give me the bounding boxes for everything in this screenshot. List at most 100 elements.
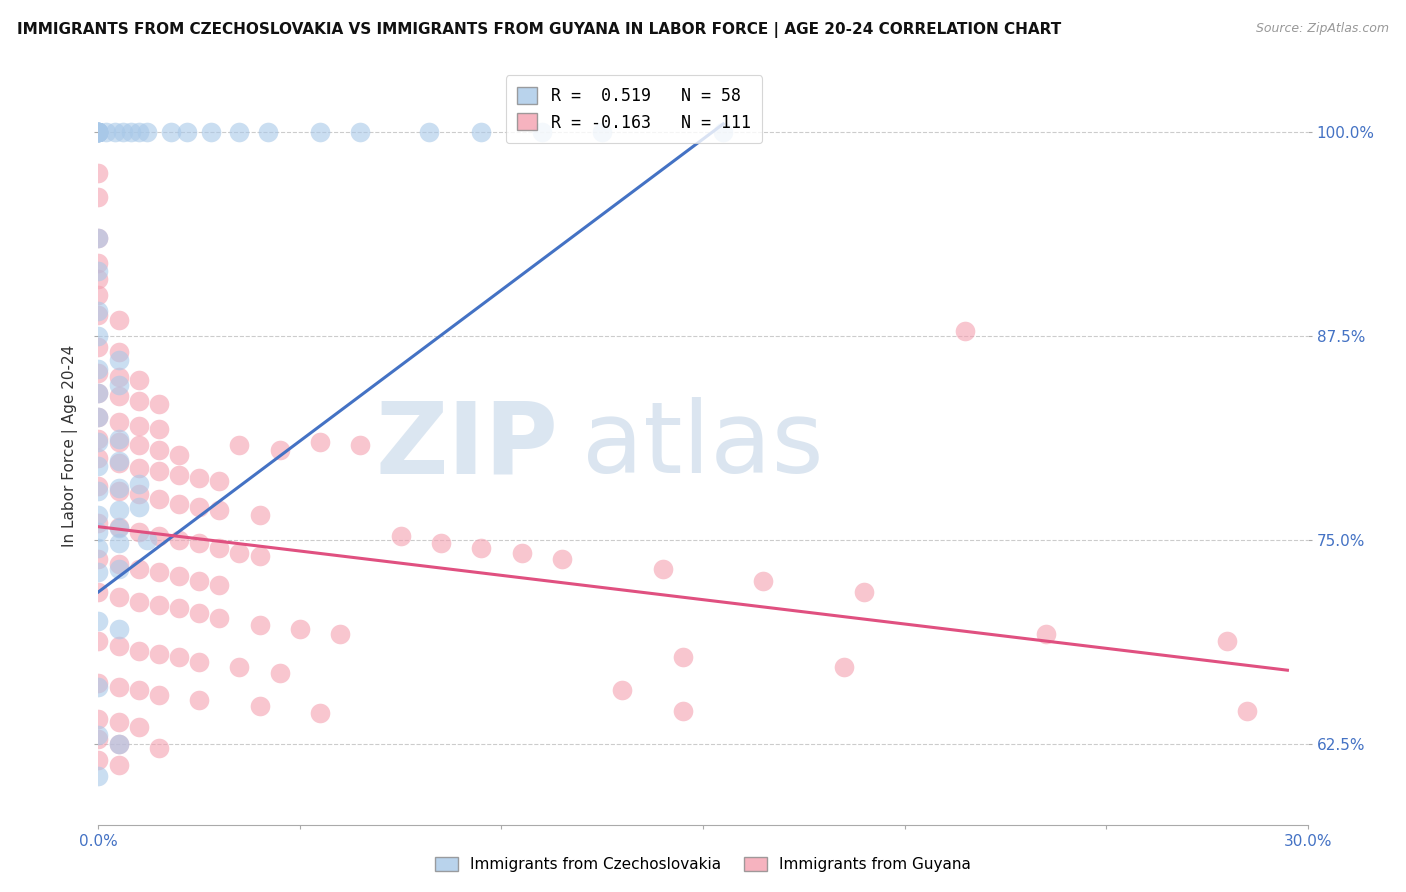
Point (148, 529, 170, 543)
Point (128, 461, 150, 475)
Point (148, 397, 170, 411)
Point (128, 438, 150, 452)
Point (672, 650, 695, 665)
Point (107, 456, 129, 470)
Point (87, 552, 110, 566)
Point (87, 386, 110, 401)
Point (87, 125, 110, 139)
Point (349, 438, 371, 452)
Point (107, 353, 129, 368)
Point (309, 706, 332, 720)
Point (309, 125, 332, 139)
Point (188, 471, 211, 485)
Point (128, 394, 150, 409)
Point (87, 680, 110, 694)
Point (111, 125, 134, 139)
Point (87, 731, 110, 746)
Point (87, 288, 110, 302)
Point (148, 422, 170, 436)
Point (148, 647, 170, 661)
Point (208, 541, 231, 555)
Point (87, 479, 110, 493)
Point (87, 329, 110, 343)
Point (228, 125, 250, 139)
Legend: Immigrants from Czechoslovakia, Immigrants from Guyana: Immigrants from Czechoslovakia, Immigran… (427, 849, 979, 880)
Point (87, 255, 110, 269)
Point (87, 125, 110, 139)
Point (128, 477, 150, 491)
Point (87, 231, 110, 245)
Point (107, 369, 129, 384)
Point (87, 516, 110, 531)
Point (87, 459, 110, 474)
Point (651, 562, 673, 576)
Point (87, 451, 110, 466)
Point (87, 272, 110, 286)
Point (87, 483, 110, 498)
Point (87, 508, 110, 523)
Point (107, 521, 129, 535)
Point (188, 655, 211, 669)
Point (430, 536, 453, 550)
Point (107, 503, 129, 517)
Text: IMMIGRANTS FROM CZECHOSLOVAKIA VS IMMIGRANTS FROM GUYANA IN LABOR FORCE | AGE 20: IMMIGRANTS FROM CZECHOSLOVAKIA VS IMMIGR… (17, 22, 1062, 38)
Point (87, 410, 110, 425)
Point (612, 682, 634, 697)
Point (128, 643, 150, 657)
Point (329, 627, 352, 641)
Point (188, 536, 211, 550)
Point (107, 757, 129, 772)
Point (148, 566, 170, 580)
Point (832, 660, 855, 674)
Point (107, 519, 129, 533)
Point (87, 769, 110, 783)
Point (87, 585, 110, 599)
Point (752, 574, 775, 588)
Point (269, 666, 291, 681)
Point (148, 688, 170, 702)
Point (128, 373, 150, 387)
Point (128, 500, 150, 515)
Point (87, 308, 110, 322)
Point (135, 533, 157, 547)
Point (87, 434, 110, 449)
Point (87, 676, 110, 690)
Point (128, 720, 150, 734)
Point (510, 546, 533, 560)
Point (188, 692, 211, 706)
Point (107, 312, 129, 326)
Text: ZIP: ZIP (375, 398, 558, 494)
Point (87, 166, 110, 180)
Point (107, 454, 129, 468)
Point (87, 566, 110, 580)
Point (228, 546, 250, 560)
Point (349, 125, 371, 139)
Point (389, 529, 412, 543)
Point (228, 660, 250, 674)
Point (208, 474, 231, 488)
Point (167, 467, 190, 482)
Point (672, 704, 695, 718)
Point (1035, 627, 1057, 641)
Point (167, 650, 190, 665)
Point (135, 125, 157, 139)
Point (160, 125, 183, 139)
Point (87, 125, 110, 139)
Point (87, 125, 110, 139)
Point (87, 386, 110, 401)
Point (87, 125, 110, 139)
Point (107, 377, 129, 392)
Point (87, 410, 110, 425)
Point (128, 125, 150, 139)
Point (103, 125, 125, 139)
Point (853, 585, 876, 599)
Point (1236, 704, 1258, 718)
Point (128, 487, 150, 501)
Point (249, 699, 271, 714)
Point (711, 125, 734, 139)
Point (87, 231, 110, 245)
Point (269, 443, 291, 458)
Point (208, 503, 231, 517)
Point (148, 491, 170, 506)
Point (167, 533, 190, 547)
